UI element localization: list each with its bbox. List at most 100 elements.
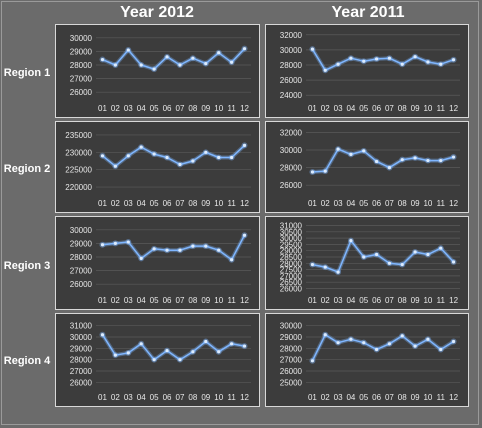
data-point [387, 56, 392, 60]
x-tick-label: 11 [437, 104, 446, 113]
x-tick-label: 11 [227, 393, 236, 402]
y-tick-label: 29000 [280, 333, 303, 342]
data-point [126, 240, 130, 244]
x-tick-label: 10 [214, 393, 223, 402]
data-point [191, 350, 195, 354]
data-point [336, 147, 340, 151]
y-tick-label: 27000 [70, 267, 93, 276]
series-line [311, 48, 454, 72]
data-point [100, 243, 105, 247]
y-tick-label: 32000 [280, 128, 303, 137]
y-tick-label: 30500 [280, 228, 303, 237]
data-point [230, 155, 234, 160]
x-tick-label: 09 [201, 296, 210, 305]
y-tick-label: 26000 [70, 378, 93, 387]
data-point [152, 152, 156, 156]
x-tick-label: 07 [385, 104, 394, 113]
x-tick-label: 05 [150, 199, 159, 208]
x-tick-label: 11 [227, 199, 236, 208]
data-point [204, 339, 208, 344]
x-tick-label: 02 [321, 296, 330, 305]
y-tick-label: 24000 [280, 91, 303, 100]
data-point [362, 341, 366, 345]
data-point [139, 63, 143, 67]
data-point [310, 47, 315, 51]
x-tick-label: 04 [346, 199, 355, 208]
y-tick-label: 26000 [70, 280, 93, 289]
x-tick-label: 08 [398, 296, 407, 305]
series-line [102, 144, 246, 167]
data-point [126, 351, 130, 355]
x-tick-label: 12 [449, 199, 458, 208]
x-tick-label: 09 [201, 199, 210, 208]
data-point [400, 262, 404, 267]
x-tick-label: 05 [150, 104, 159, 113]
y-tick-label: 29000 [70, 239, 93, 248]
x-tick-label: 01 [98, 296, 107, 305]
data-point [191, 244, 195, 248]
data-point [217, 51, 221, 55]
y-tick-label: 30000 [70, 34, 93, 43]
series-line [101, 334, 245, 361]
series-line-glow [101, 143, 246, 169]
x-tick-label: 10 [423, 393, 432, 402]
data-point [217, 248, 221, 252]
data-point [230, 60, 234, 64]
x-tick-label: 03 [124, 199, 133, 208]
y-tick-label: 27000 [280, 272, 303, 281]
data-point [230, 342, 234, 346]
x-tick-label: 12 [449, 393, 458, 402]
data-point [191, 159, 195, 163]
x-tick-label: 04 [346, 393, 355, 402]
data-point [439, 347, 443, 352]
data-point [426, 158, 430, 163]
data-point [400, 158, 404, 162]
data-point [426, 252, 430, 257]
y-tick-label: 30000 [280, 322, 303, 331]
line-chart: 25000 26000 27000 28000 29000 30000 01 02 03 04 05… [280, 322, 460, 402]
data-point [336, 270, 340, 274]
x-tick-label: 01 [308, 296, 317, 305]
x-tick-label: 07 [385, 393, 394, 402]
data-point [349, 152, 353, 156]
data-point [336, 62, 340, 66]
y-tick-label: 26500 [280, 278, 303, 287]
data-point [100, 333, 105, 337]
data-point [139, 342, 143, 346]
x-tick-label: 06 [163, 199, 172, 208]
x-tick-label: 08 [398, 393, 407, 402]
x-tick-label: 06 [163, 296, 172, 305]
x-tick-label: 03 [334, 393, 343, 402]
chart-region-2-2012: 220000 225000 230000 235000 01 02 03 04 05 06 07 08… [55, 121, 260, 213]
x-tick-label: 07 [176, 296, 185, 305]
x-tick-label: 01 [98, 104, 107, 113]
series-line [102, 234, 246, 261]
data-point [451, 155, 456, 159]
data-point [323, 68, 327, 72]
x-tick-label: 09 [411, 296, 420, 305]
data-point [387, 342, 392, 346]
x-tick-label: 11 [437, 296, 446, 305]
x-tick-label: 03 [124, 104, 133, 113]
y-tick-label: 28000 [280, 344, 303, 353]
x-tick-label: 10 [423, 296, 432, 305]
x-tick-label: 08 [398, 199, 407, 208]
y-tick-label: 220000 [65, 183, 92, 192]
data-point [113, 164, 117, 168]
row-label-region-4: Region 4 [3, 355, 51, 367]
data-point [323, 169, 327, 173]
data-point [165, 248, 169, 252]
data-point [165, 55, 169, 59]
x-tick-label: 08 [188, 296, 197, 305]
chart-region-1-2011: 24000 26000 28000 30000 32000 01 02 03 04 05 06 07 0… [265, 24, 469, 118]
data-point [204, 244, 208, 248]
y-tick-label: 230000 [65, 148, 92, 157]
data-point [152, 358, 156, 362]
data-point [113, 241, 117, 245]
x-tick-label: 06 [372, 104, 381, 113]
x-tick-label: 07 [176, 393, 185, 402]
column-title-2012: Year 2012 [120, 4, 194, 21]
row-label-region-1: Region 1 [3, 67, 51, 79]
data-point [349, 239, 353, 243]
